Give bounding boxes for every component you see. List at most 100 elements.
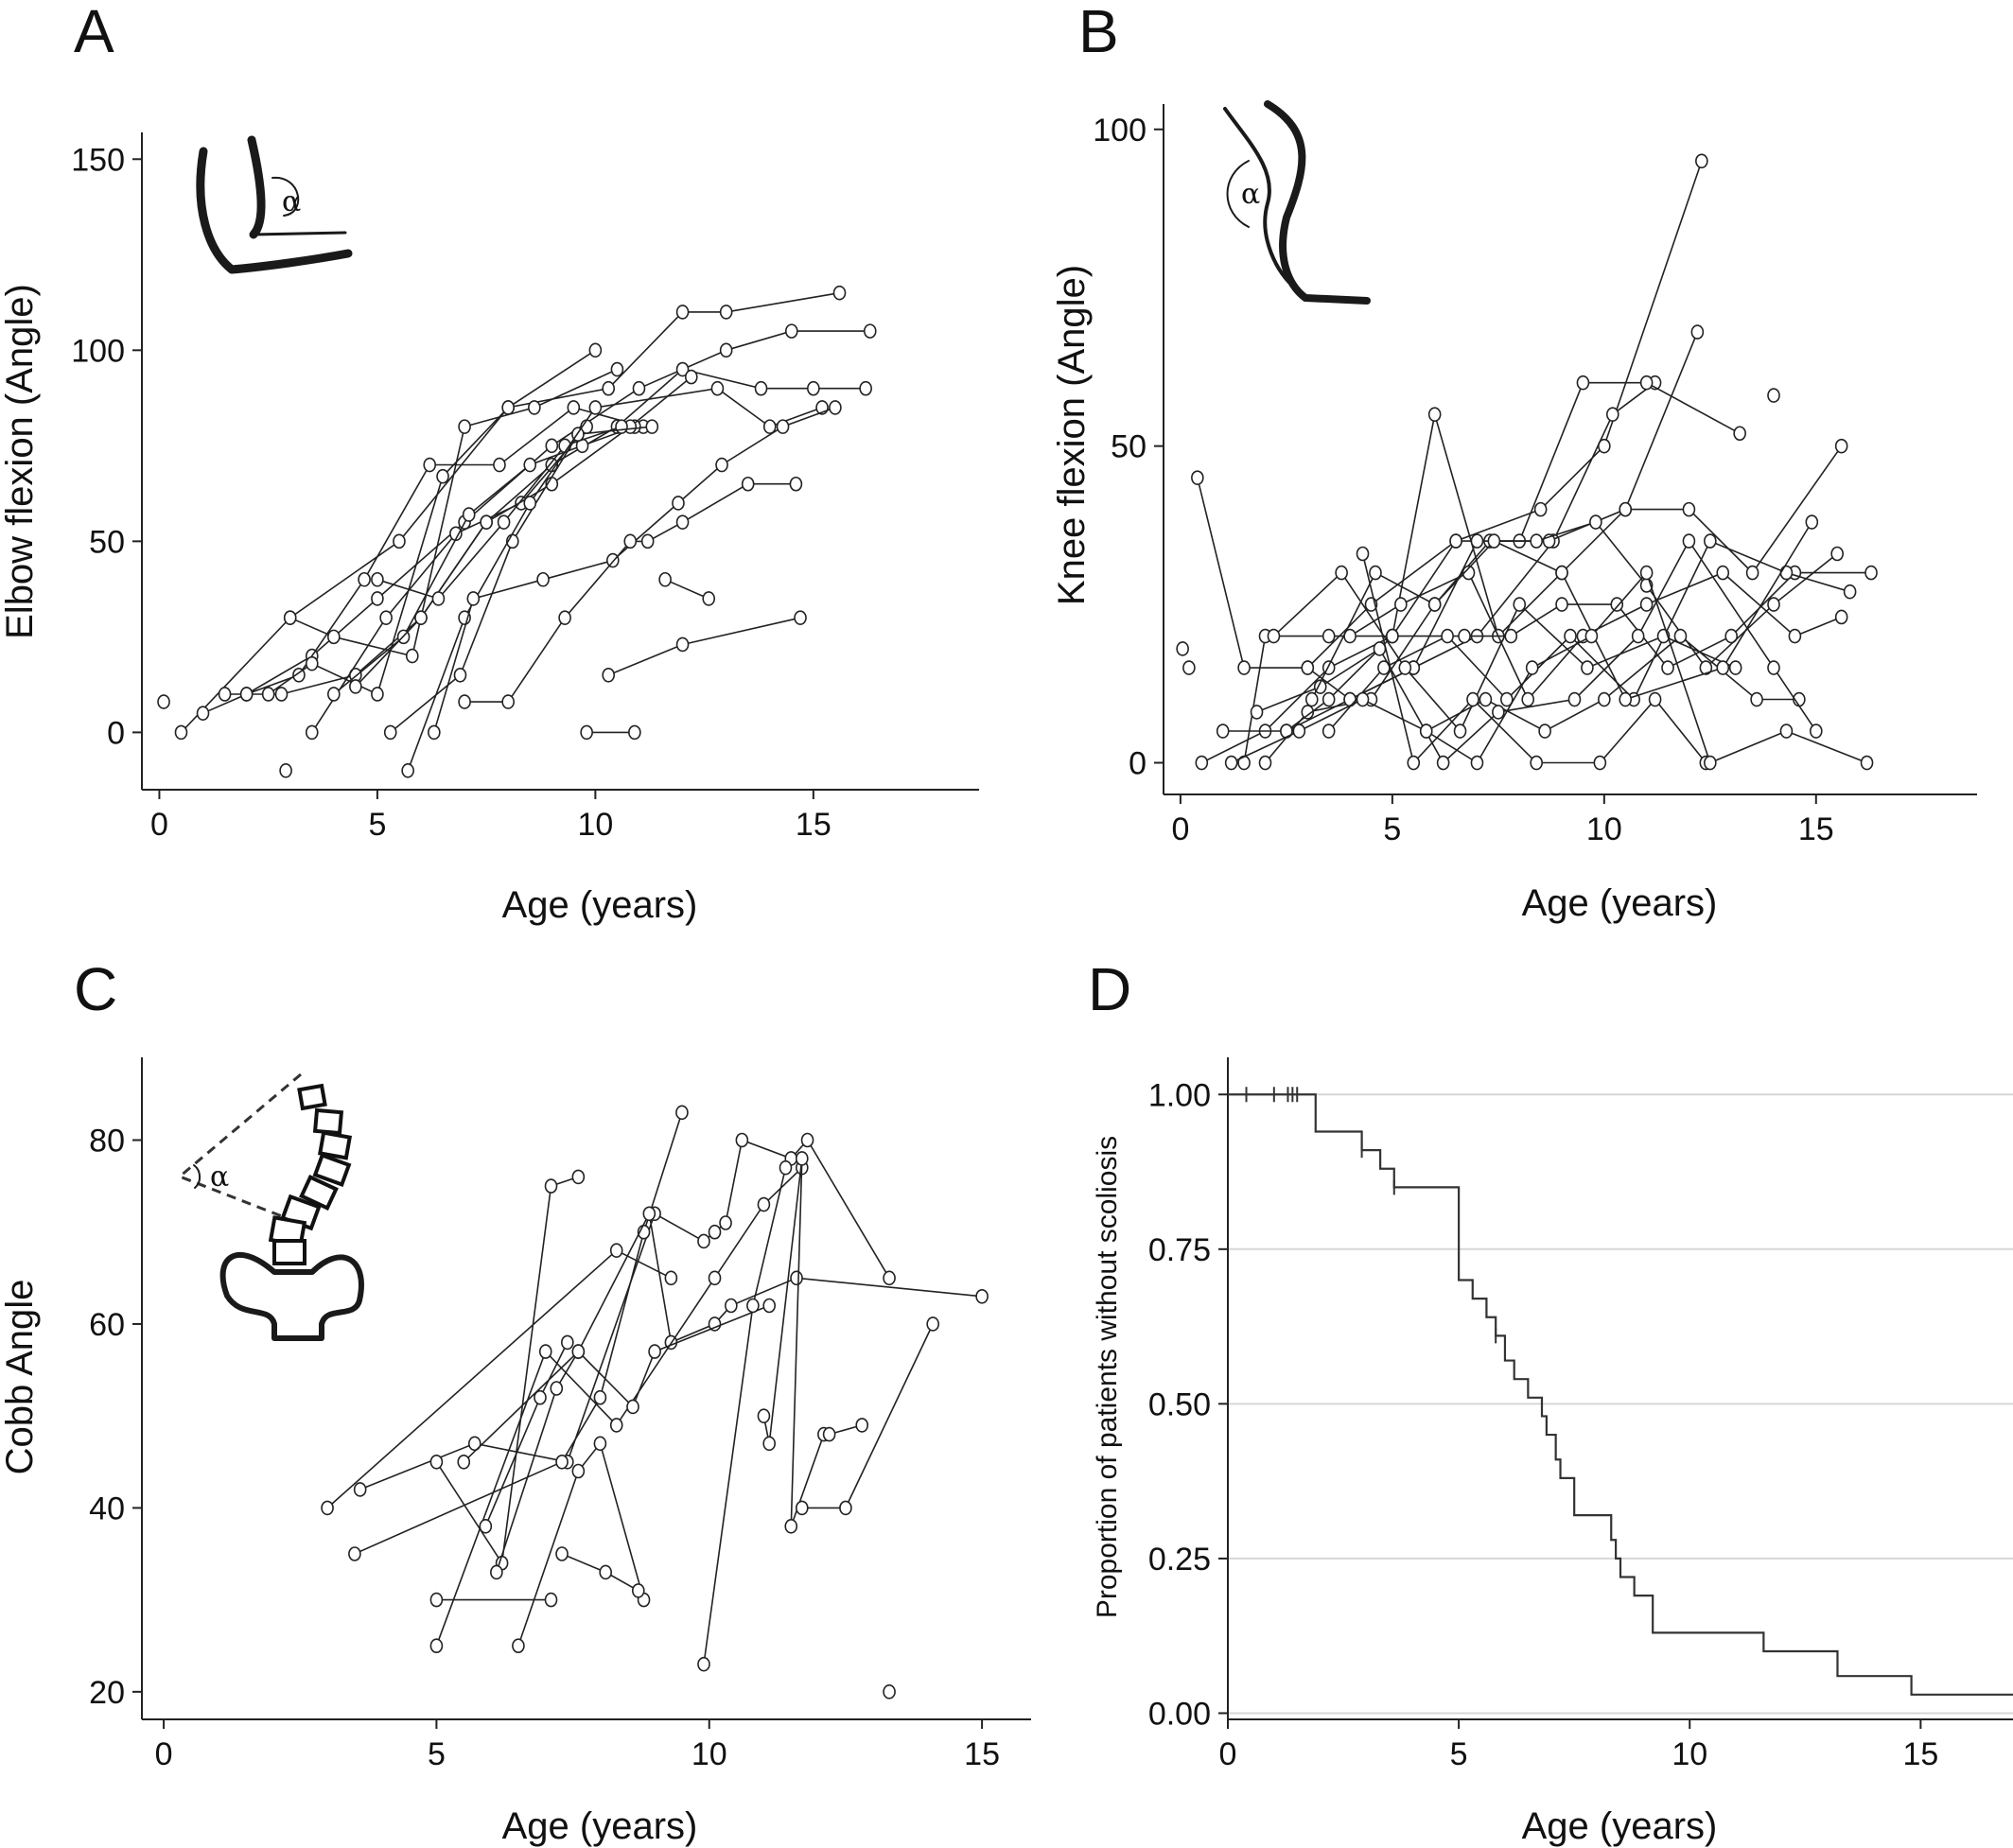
vertebrae-icon	[268, 1083, 353, 1265]
data-point	[1767, 660, 1780, 675]
isolated-data-point	[279, 762, 292, 778]
x-tick-label: 15	[1902, 1736, 1938, 1772]
data-point	[458, 419, 471, 434]
data-point	[567, 400, 581, 415]
data-point	[523, 457, 537, 473]
isolated-data-point	[1182, 660, 1196, 675]
data-point	[1779, 565, 1794, 581]
data-point	[1513, 597, 1527, 612]
panel-c: C α 0 5 10 15 20 40 60 80 Age (years) Cobb Angl…	[0, 955, 1031, 1847]
data-point	[675, 636, 690, 653]
data-point	[1322, 691, 1336, 707]
data-point	[550, 1381, 564, 1396]
data-point	[784, 1519, 798, 1534]
data-point	[555, 1546, 569, 1561]
data-point	[757, 1408, 771, 1423]
data-point	[762, 419, 777, 434]
data-point	[715, 457, 728, 473]
data-point	[1216, 724, 1230, 739]
data-point	[975, 1288, 989, 1304]
data-point	[1661, 660, 1674, 675]
data-point	[790, 1270, 803, 1286]
data-point	[371, 687, 384, 702]
data-point	[1555, 597, 1568, 612]
data-point	[457, 1454, 471, 1470]
data-point	[1237, 660, 1251, 675]
data-point	[405, 648, 419, 664]
alpha-symbol: α	[282, 185, 301, 218]
data-point	[588, 342, 603, 358]
data-point	[538, 1344, 552, 1359]
y-axis-title-b: Knee flexion (Angle)	[1051, 265, 1093, 605]
panel-d: D 0 5 10 15 0.00 0.25 0.50 0.75 1.00 Age (years)…	[1088, 955, 2013, 1847]
data-point	[632, 380, 646, 396]
data-point	[1530, 755, 1543, 771]
patient-series-line	[1264, 445, 1843, 764]
data-point	[414, 610, 428, 625]
forearm-top-outline	[252, 231, 347, 236]
data-point	[807, 380, 820, 396]
data-point	[602, 380, 616, 396]
y-tick-label: 0.00	[1148, 1696, 1211, 1732]
data-point	[702, 591, 716, 606]
data-point	[458, 694, 471, 709]
data-point	[523, 496, 537, 511]
x-tick-label: 0	[1219, 1736, 1237, 1772]
data-point	[528, 400, 541, 415]
y-tick-label: 0.50	[1148, 1386, 1211, 1422]
data-point	[602, 667, 616, 683]
data-point	[353, 1482, 367, 1497]
panel-letter-d: D	[1088, 955, 1131, 1023]
data-point	[1834, 609, 1848, 625]
data-point	[534, 1389, 547, 1405]
y-tick-label: 100	[1093, 113, 1147, 148]
y-tick-label: 40	[89, 1491, 125, 1526]
data-point	[675, 514, 690, 530]
patient-series-line	[1272, 571, 1737, 733]
data-point	[1462, 565, 1476, 581]
data-point	[561, 1334, 574, 1351]
data-point	[789, 476, 803, 492]
data-point	[348, 1546, 361, 1561]
data-point	[675, 1105, 689, 1121]
data-point	[784, 323, 798, 339]
patient-series-line	[1426, 571, 1867, 764]
data-point	[1864, 565, 1878, 581]
x-axis-title-b: Age (years)	[1522, 882, 1718, 924]
data-point	[762, 1298, 776, 1314]
data-point	[609, 1243, 623, 1258]
data-point	[274, 687, 289, 702]
patient-series-line	[1311, 521, 1812, 701]
data-point	[610, 361, 624, 377]
cobb-angle-lines	[177, 1072, 302, 1218]
data-point	[1521, 691, 1535, 707]
y-axis-title-d: Proportion of patients without scoliosis	[1092, 1136, 1123, 1618]
data-point	[1788, 628, 1802, 644]
data-point	[174, 724, 188, 741]
patient-series-line	[1243, 381, 1741, 763]
data-point	[839, 1500, 852, 1516]
data-point	[466, 591, 481, 606]
data-point	[1779, 724, 1794, 739]
data-point	[1860, 755, 1874, 771]
data-point	[1301, 660, 1315, 675]
data-point	[719, 1215, 732, 1230]
y-axis-title-a: Elbow flexion (Angle)	[0, 284, 41, 639]
y-tick-label: 100	[71, 333, 125, 369]
x-tick-label: 0	[1171, 811, 1189, 847]
data-point	[1195, 755, 1209, 771]
data-point	[719, 342, 733, 358]
data-point	[1750, 691, 1763, 707]
data-point	[606, 552, 620, 568]
data-point	[283, 610, 297, 625]
data-point	[1398, 660, 1412, 675]
y-tick-label: 50	[1111, 429, 1147, 465]
data-point	[1373, 641, 1387, 656]
data-point	[1682, 533, 1696, 549]
alpha-symbol-c: α	[210, 1160, 229, 1194]
data-point	[800, 1132, 814, 1148]
x-tick-label: 5	[1450, 1736, 1468, 1772]
data-point	[1593, 755, 1607, 771]
y-tick-label: 50	[89, 524, 125, 560]
isolated-data-point	[1176, 641, 1189, 656]
